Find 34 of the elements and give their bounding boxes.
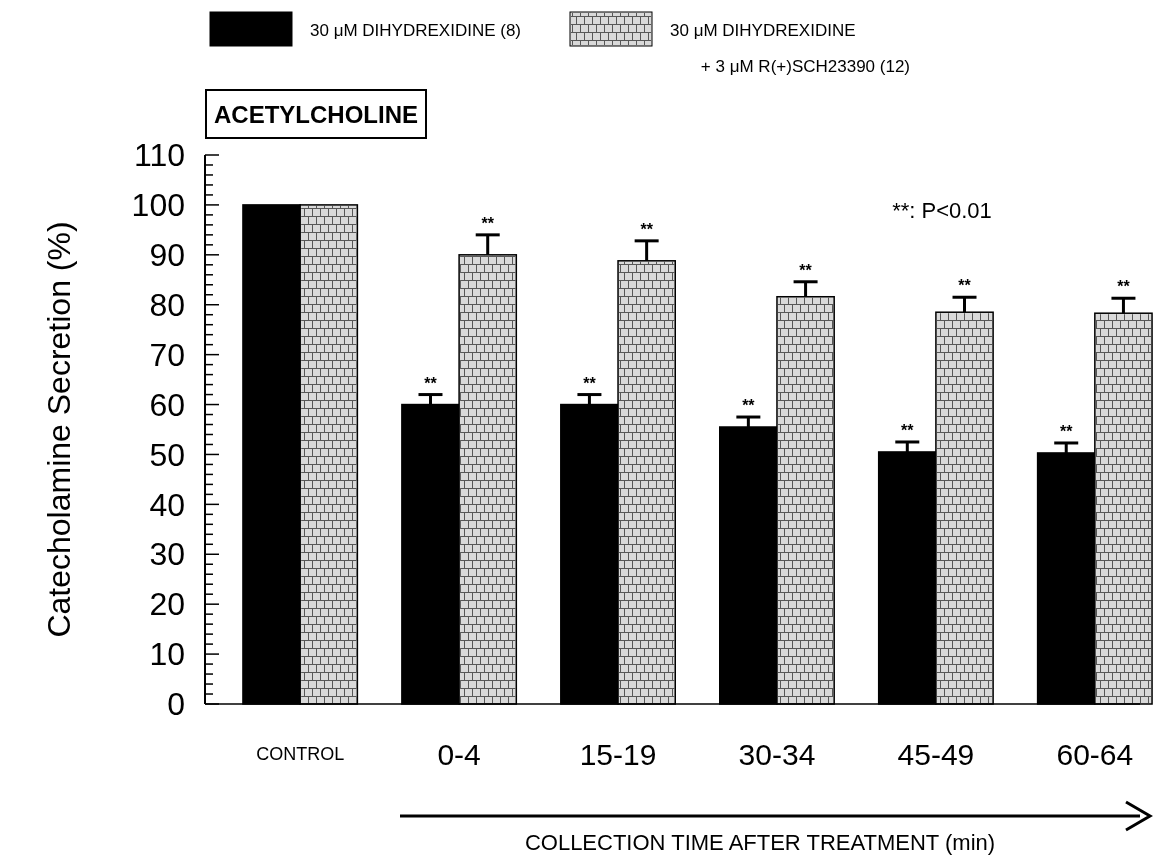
data-label: ** <box>799 261 813 279</box>
x-tick-label: 45-49 <box>897 737 975 771</box>
x-tick-label: 0-4 <box>437 737 481 771</box>
data-label: ** <box>901 421 915 439</box>
legend-label: 30 μM DIHYDREXIDINE (8) <box>310 21 521 40</box>
annotation: **: P<0.01 <box>892 198 992 223</box>
y-tick-label: 30 <box>149 536 185 573</box>
data-label: ** <box>640 220 654 238</box>
y-tick-label: 40 <box>149 486 185 523</box>
y-tick-label: 60 <box>149 386 185 423</box>
x-tick-label: CONTROL <box>256 744 345 764</box>
y-tick-label: 90 <box>149 237 185 274</box>
data-label: ** <box>1117 278 1131 296</box>
y-tick-label: 50 <box>149 436 185 473</box>
data-label: ** <box>424 374 438 392</box>
x-tick-label: 60-64 <box>1056 737 1134 771</box>
data-label: ** <box>583 374 597 392</box>
data-label: ** <box>742 397 756 415</box>
x-axis-title: COLLECTION TIME AFTER TREATMENT (min) <box>524 830 996 855</box>
chart-title: ACETYLCHOLINE <box>214 100 418 128</box>
y-tick-label: 100 <box>131 187 185 224</box>
y-axis-title: Catecholamine Secretion (%) <box>41 221 77 638</box>
y-tick-label: 70 <box>149 336 185 373</box>
y-tick-label: 110 <box>133 137 185 174</box>
x-tick-label: 15-19 <box>579 737 657 771</box>
data-label: ** <box>958 277 972 295</box>
y-tick-label: 80 <box>149 286 185 323</box>
legend-label: 30 μM DIHYDREXIDINE + 3 μM R(+)SCH23390 (12) <box>670 21 910 76</box>
data-label: ** <box>1060 422 1074 440</box>
data-label: ** <box>481 214 495 232</box>
y-tick-label: 10 <box>149 636 185 673</box>
y-tick-label: 0 <box>167 686 185 723</box>
x-tick-label: 30-34 <box>738 737 816 771</box>
y-tick-label: 20 <box>149 586 185 623</box>
